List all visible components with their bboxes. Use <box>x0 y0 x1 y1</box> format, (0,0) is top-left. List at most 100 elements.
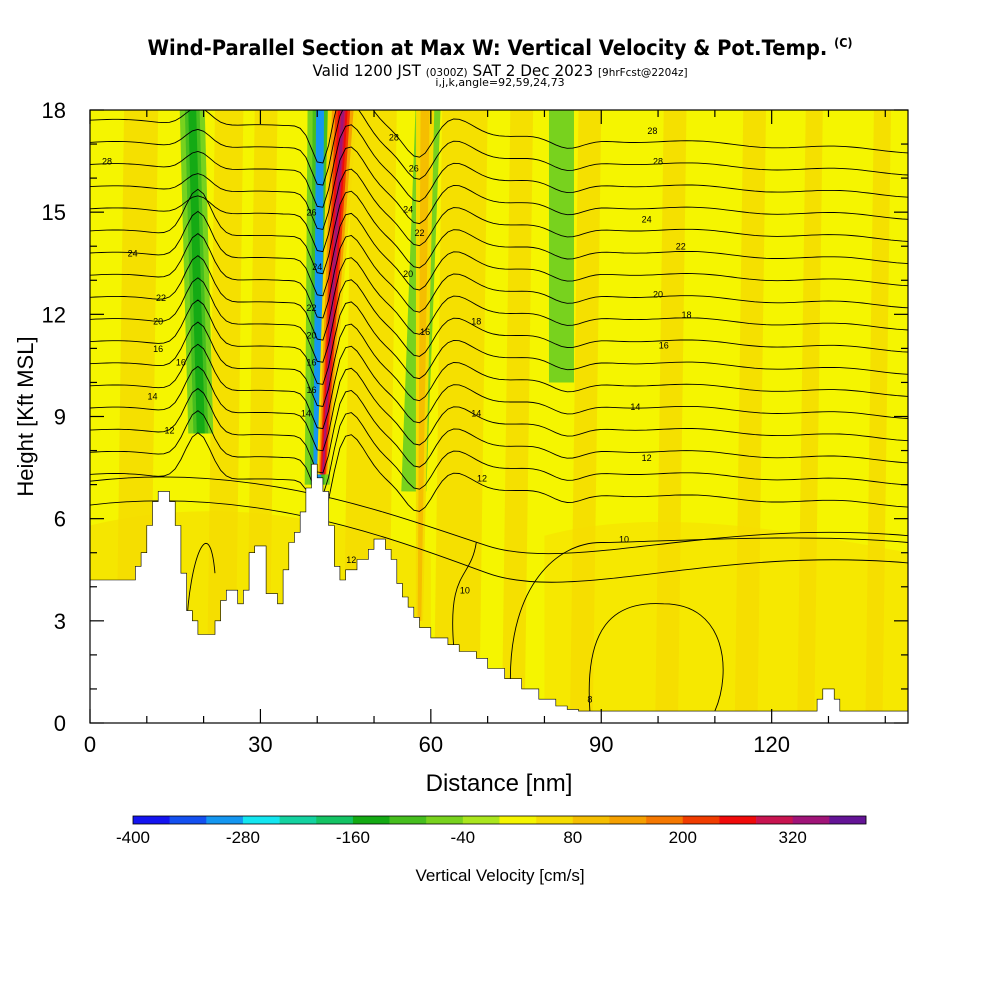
isentrope-label-text: 18 <box>471 317 481 327</box>
isentrope-line <box>452 542 477 645</box>
isentrope-line <box>90 365 908 452</box>
isentrope-line <box>90 500 908 583</box>
isentrope-label-text: 28 <box>653 157 663 167</box>
forecast-tag: [9hrFcst@2204z] <box>597 66 688 79</box>
isentrope-label: 12 <box>642 453 652 463</box>
colorbar-swatch <box>609 816 647 824</box>
isentrope-label: 16 <box>307 385 317 395</box>
isentrope-label-text: 24 <box>403 204 413 214</box>
isentrope-label: 22 <box>307 303 317 313</box>
colorbar-swatch <box>829 816 867 824</box>
chart-title: Wind-Parallel Section at Max W: Vertical… <box>35 36 965 60</box>
isentrope-label-text: 10 <box>619 535 629 545</box>
isentrope-label-text: 12 <box>165 426 175 436</box>
y-tick-label: 18 <box>42 98 66 123</box>
isentrope-line <box>90 410 908 496</box>
plot-area: 28 24 22 20 16 16 14 12 26 24 22 20 16 16 14 12 28 26 24 22… <box>90 110 908 723</box>
isentrope-label-text: 16 <box>307 358 317 368</box>
isentrope-label: 24 <box>128 249 138 259</box>
isentrope-line <box>588 603 724 712</box>
isentrope-label: 12 <box>477 473 487 483</box>
isentrope-label: 10 <box>619 535 629 545</box>
valid-date: SAT 2 Dec 2023 <box>472 61 594 80</box>
isentrope-line <box>90 432 908 518</box>
isentrope-line <box>90 168 908 253</box>
isentrope-label-text: 28 <box>389 133 399 143</box>
colorbar-swatch <box>462 816 500 824</box>
isentrope-line <box>90 110 908 164</box>
isentrope-label: 22 <box>156 293 166 303</box>
colorbar-tick-label: -160 <box>336 828 370 847</box>
low-level-ascent <box>544 521 908 723</box>
x-tick-label: 0 <box>84 732 96 757</box>
isentrope-label: 14 <box>147 392 157 402</box>
isentrope-label-text: 16 <box>176 358 186 368</box>
isentrope-line <box>90 277 908 363</box>
isentrope-label: 10 <box>460 586 470 596</box>
isentrope-line <box>90 233 908 319</box>
colorbar-swatch <box>756 816 793 824</box>
isentrope-label-text: 16 <box>307 385 317 395</box>
isentrope-line <box>90 343 908 430</box>
isentrope-label: 18 <box>471 317 481 327</box>
colorbar-tick-label: 320 <box>779 828 807 847</box>
terrain-mask <box>90 463 908 723</box>
isentrope-line <box>509 537 908 679</box>
isentrope-label: 26 <box>307 208 317 218</box>
isentrope-label: 20 <box>153 317 163 327</box>
isentrope-label-text: 14 <box>630 402 640 412</box>
colorbar-swatch <box>352 816 390 824</box>
updraft-band <box>417 110 430 621</box>
isentrope-line <box>90 387 908 474</box>
isentrope-label: 22 <box>414 228 424 238</box>
valid-time-line: Valid 1200 JST (0300Z) SAT 2 Dec 2023 [9… <box>25 61 975 80</box>
x-tick-label: 60 <box>419 732 443 757</box>
colorbar-swatch <box>499 816 537 824</box>
isentrope-label-text: 26 <box>409 163 419 173</box>
isentrope-label: 14 <box>630 402 640 412</box>
colorbar-tick-label: -40 <box>451 828 476 847</box>
isentrope-line <box>90 110 908 186</box>
colorbar-swatch <box>682 816 720 824</box>
x-axis-label: Distance [nm] <box>426 770 573 797</box>
colorbar-swatch <box>719 816 757 824</box>
isentrope-label: 18 <box>681 310 691 320</box>
isentrope-label-text: 20 <box>153 317 163 327</box>
isentrope-label: 16 <box>307 358 317 368</box>
isentrope-label-text: 28 <box>647 126 657 136</box>
isentrope-line <box>90 188 908 275</box>
isentrope-label: 28 <box>647 126 657 136</box>
isentrope-label: 24 <box>642 214 652 224</box>
colorbar-tick-label: 80 <box>563 828 582 847</box>
isentrope-label-text: 14 <box>471 409 481 419</box>
isentrope-label-text: 20 <box>307 330 317 340</box>
isentrope-label-text: 16 <box>153 344 163 354</box>
colorbar-tick-label: -400 <box>116 828 150 847</box>
isentrope-label-text: 22 <box>414 228 424 238</box>
updraft-band <box>322 110 345 475</box>
isentrope-line <box>90 146 908 230</box>
isentrope-label-text: 18 <box>681 310 691 320</box>
isentrope-label: 28 <box>389 133 399 143</box>
isentrope-label: 28 <box>653 157 663 167</box>
copyright-mark: (C) <box>834 36 853 50</box>
isentrope-label-text: 10 <box>460 586 470 596</box>
colorbar-swatch <box>646 816 684 824</box>
weak-updraft-band <box>433 110 488 723</box>
isentrope-label-text: 20 <box>653 289 663 299</box>
isentrope-label: 12 <box>346 555 356 565</box>
y-tick-label: 12 <box>42 302 66 327</box>
colorbar-frame <box>132 815 867 825</box>
isentrope-label-text: 12 <box>642 453 652 463</box>
colorbar-swatch <box>133 816 170 824</box>
isentrope-label: 20 <box>653 289 663 299</box>
x-tick-label: 90 <box>589 732 613 757</box>
y-tick-label: 6 <box>54 507 66 532</box>
isentrope-label-text: 24 <box>128 249 138 259</box>
isentrope-label-text: 20 <box>403 269 413 279</box>
valid-utc: (0300Z) <box>425 66 468 79</box>
isentrope-label-text: 14 <box>301 409 311 419</box>
isentrope-label-text: 8 <box>587 695 592 705</box>
isentrope-line <box>90 476 908 555</box>
